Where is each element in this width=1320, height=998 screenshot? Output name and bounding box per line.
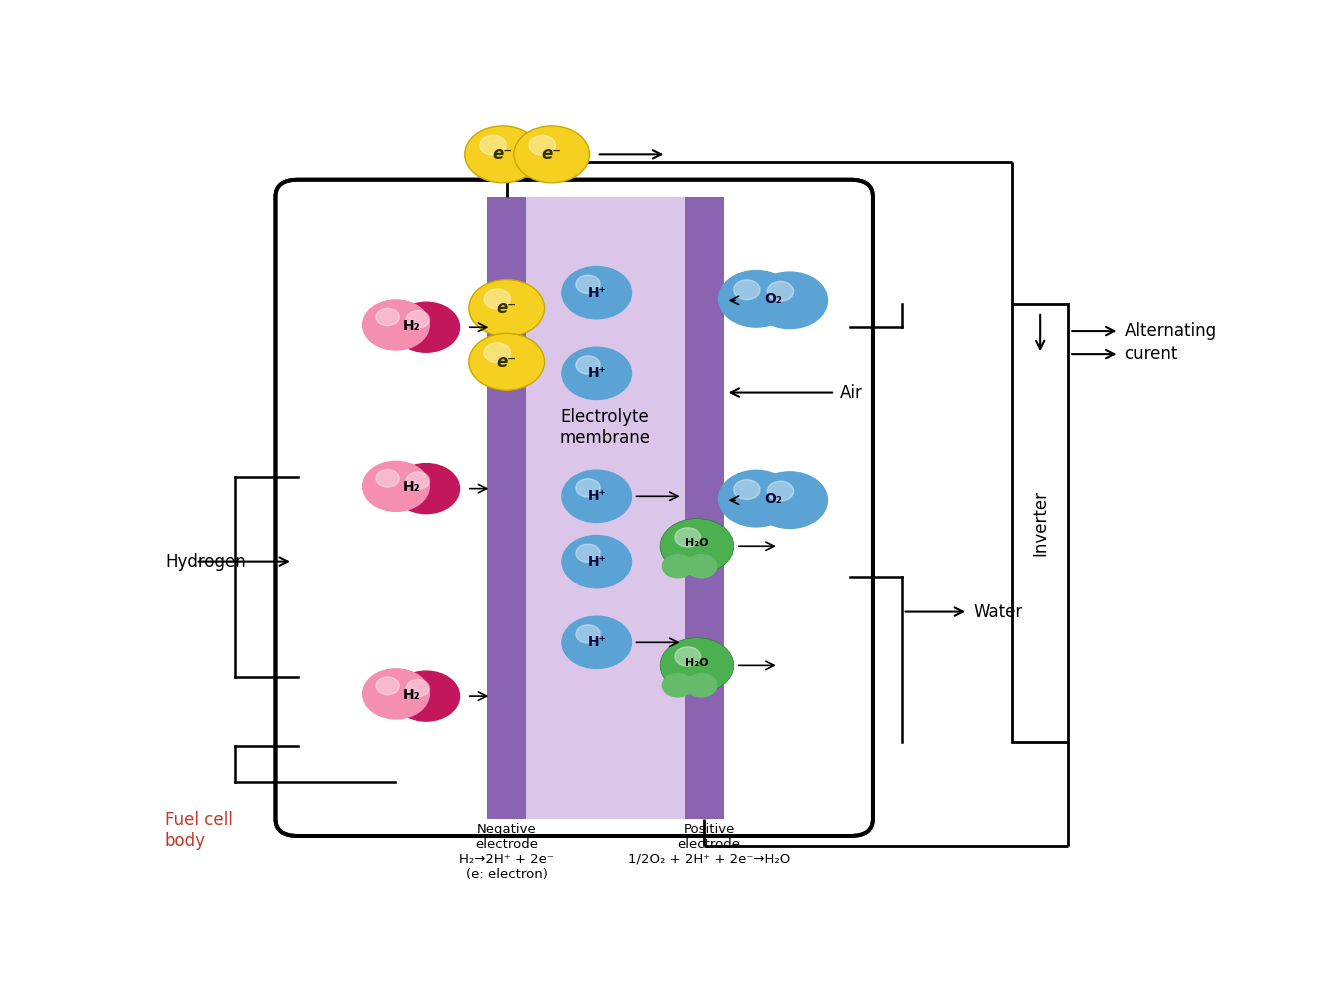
Text: e⁻: e⁻ bbox=[496, 299, 516, 317]
Circle shape bbox=[363, 669, 429, 719]
Text: O₂: O₂ bbox=[764, 291, 783, 305]
Text: H₂: H₂ bbox=[403, 480, 420, 494]
Circle shape bbox=[663, 674, 693, 697]
Bar bbox=[1012, 304, 1068, 743]
Text: H₂: H₂ bbox=[403, 688, 420, 702]
Circle shape bbox=[718, 470, 793, 527]
Circle shape bbox=[660, 519, 734, 574]
Bar bbox=[487, 197, 527, 819]
Circle shape bbox=[576, 479, 601, 497]
Text: Hydrogen: Hydrogen bbox=[165, 553, 246, 571]
Text: H⁺: H⁺ bbox=[587, 555, 606, 569]
Text: H⁺: H⁺ bbox=[587, 366, 606, 380]
Circle shape bbox=[562, 470, 631, 522]
Text: Positive
electrode
1/2O₂ + 2H⁺ + 2e⁻→H₂O: Positive electrode 1/2O₂ + 2H⁺ + 2e⁻→H₂O bbox=[628, 823, 791, 866]
Text: H₂: H₂ bbox=[403, 318, 420, 332]
Circle shape bbox=[480, 136, 507, 156]
Circle shape bbox=[393, 464, 459, 514]
Circle shape bbox=[686, 674, 717, 697]
Text: e⁻: e⁻ bbox=[541, 146, 562, 164]
Circle shape bbox=[513, 126, 590, 183]
Text: Air: Air bbox=[841, 383, 863, 401]
Circle shape bbox=[469, 279, 545, 336]
Text: Inverter: Inverter bbox=[1031, 490, 1049, 556]
Circle shape bbox=[484, 342, 511, 362]
Circle shape bbox=[393, 671, 459, 722]
Text: Alternating: Alternating bbox=[1125, 322, 1217, 340]
Circle shape bbox=[407, 472, 429, 489]
Circle shape bbox=[376, 308, 399, 325]
Circle shape bbox=[465, 126, 540, 183]
Circle shape bbox=[562, 266, 631, 318]
Circle shape bbox=[686, 555, 717, 578]
Circle shape bbox=[469, 333, 545, 390]
Text: H⁺: H⁺ bbox=[587, 285, 606, 299]
Circle shape bbox=[363, 300, 429, 350]
Text: Electrolyte
membrane: Electrolyte membrane bbox=[560, 408, 651, 446]
Circle shape bbox=[660, 638, 734, 693]
FancyBboxPatch shape bbox=[276, 180, 873, 836]
Text: curent: curent bbox=[1125, 345, 1177, 363]
Text: H⁺: H⁺ bbox=[587, 636, 606, 650]
Text: e⁻: e⁻ bbox=[492, 146, 512, 164]
Circle shape bbox=[376, 470, 399, 487]
Circle shape bbox=[752, 272, 828, 328]
Text: Negative
electrode
H₂→2H⁺ + 2e⁻
(e: electron): Negative electrode H₂→2H⁺ + 2e⁻ (e: elec… bbox=[459, 823, 554, 881]
Circle shape bbox=[529, 136, 556, 156]
Text: H₂O: H₂O bbox=[685, 539, 709, 549]
Circle shape bbox=[734, 480, 760, 499]
Circle shape bbox=[767, 481, 793, 501]
Circle shape bbox=[675, 528, 701, 547]
Circle shape bbox=[562, 536, 631, 588]
Bar bbox=[527, 197, 685, 819]
Circle shape bbox=[363, 461, 429, 511]
Text: H⁺: H⁺ bbox=[587, 489, 606, 503]
Circle shape bbox=[718, 270, 793, 327]
Circle shape bbox=[663, 555, 693, 578]
Circle shape bbox=[407, 310, 429, 328]
Circle shape bbox=[734, 279, 760, 299]
Circle shape bbox=[407, 680, 429, 697]
Text: H₂O: H₂O bbox=[685, 658, 709, 668]
Circle shape bbox=[393, 302, 459, 352]
Bar bbox=[685, 197, 723, 819]
Circle shape bbox=[576, 625, 601, 643]
Text: O₂: O₂ bbox=[764, 492, 783, 506]
Text: Fuel cell
body: Fuel cell body bbox=[165, 811, 232, 850]
Circle shape bbox=[576, 356, 601, 374]
Circle shape bbox=[576, 275, 601, 293]
Circle shape bbox=[376, 677, 399, 695]
Circle shape bbox=[752, 472, 828, 528]
Circle shape bbox=[562, 616, 631, 669]
Circle shape bbox=[576, 544, 601, 563]
Circle shape bbox=[675, 647, 701, 667]
Circle shape bbox=[484, 289, 511, 309]
Circle shape bbox=[562, 347, 631, 399]
Circle shape bbox=[767, 281, 793, 301]
Text: e⁻: e⁻ bbox=[496, 353, 516, 371]
Text: Water: Water bbox=[973, 603, 1023, 621]
